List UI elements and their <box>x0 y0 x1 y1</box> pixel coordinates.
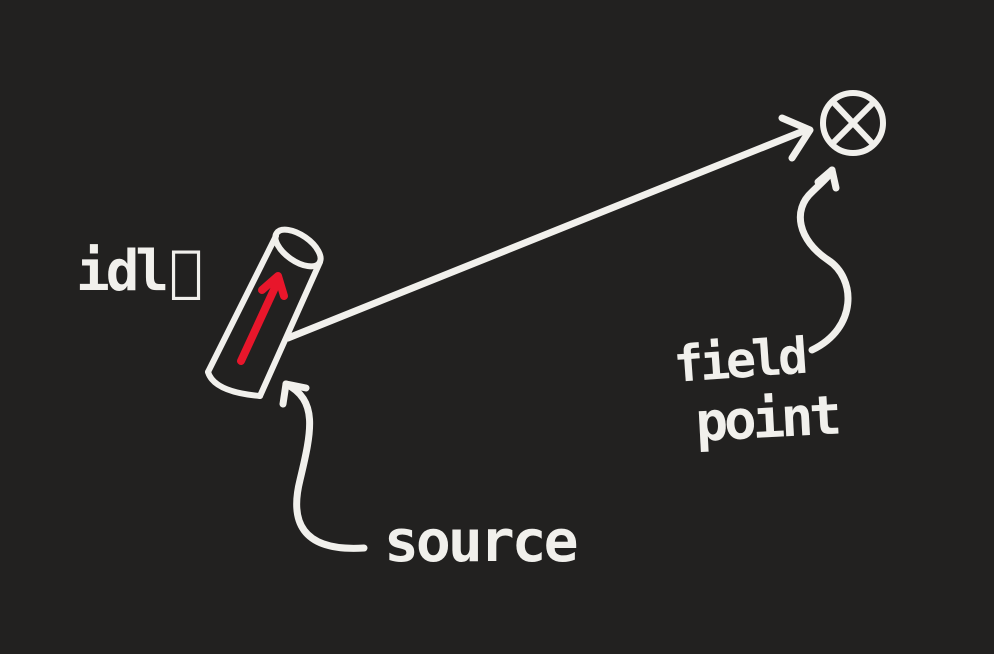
current-direction-arrow <box>237 272 288 365</box>
separation-vector-arrow <box>284 114 814 342</box>
field-point-label-line2: point <box>693 383 840 454</box>
source-pointer-arrow <box>279 380 368 552</box>
source-label: source <box>384 507 579 575</box>
current-element-label: idl⃗ <box>76 239 203 304</box>
field-point-label-line1: field <box>671 326 806 394</box>
field-point-pointer-arrow <box>796 166 852 354</box>
current-element-cylinder-icon <box>205 226 324 399</box>
field-point-circle-cross-icon <box>820 90 886 156</box>
